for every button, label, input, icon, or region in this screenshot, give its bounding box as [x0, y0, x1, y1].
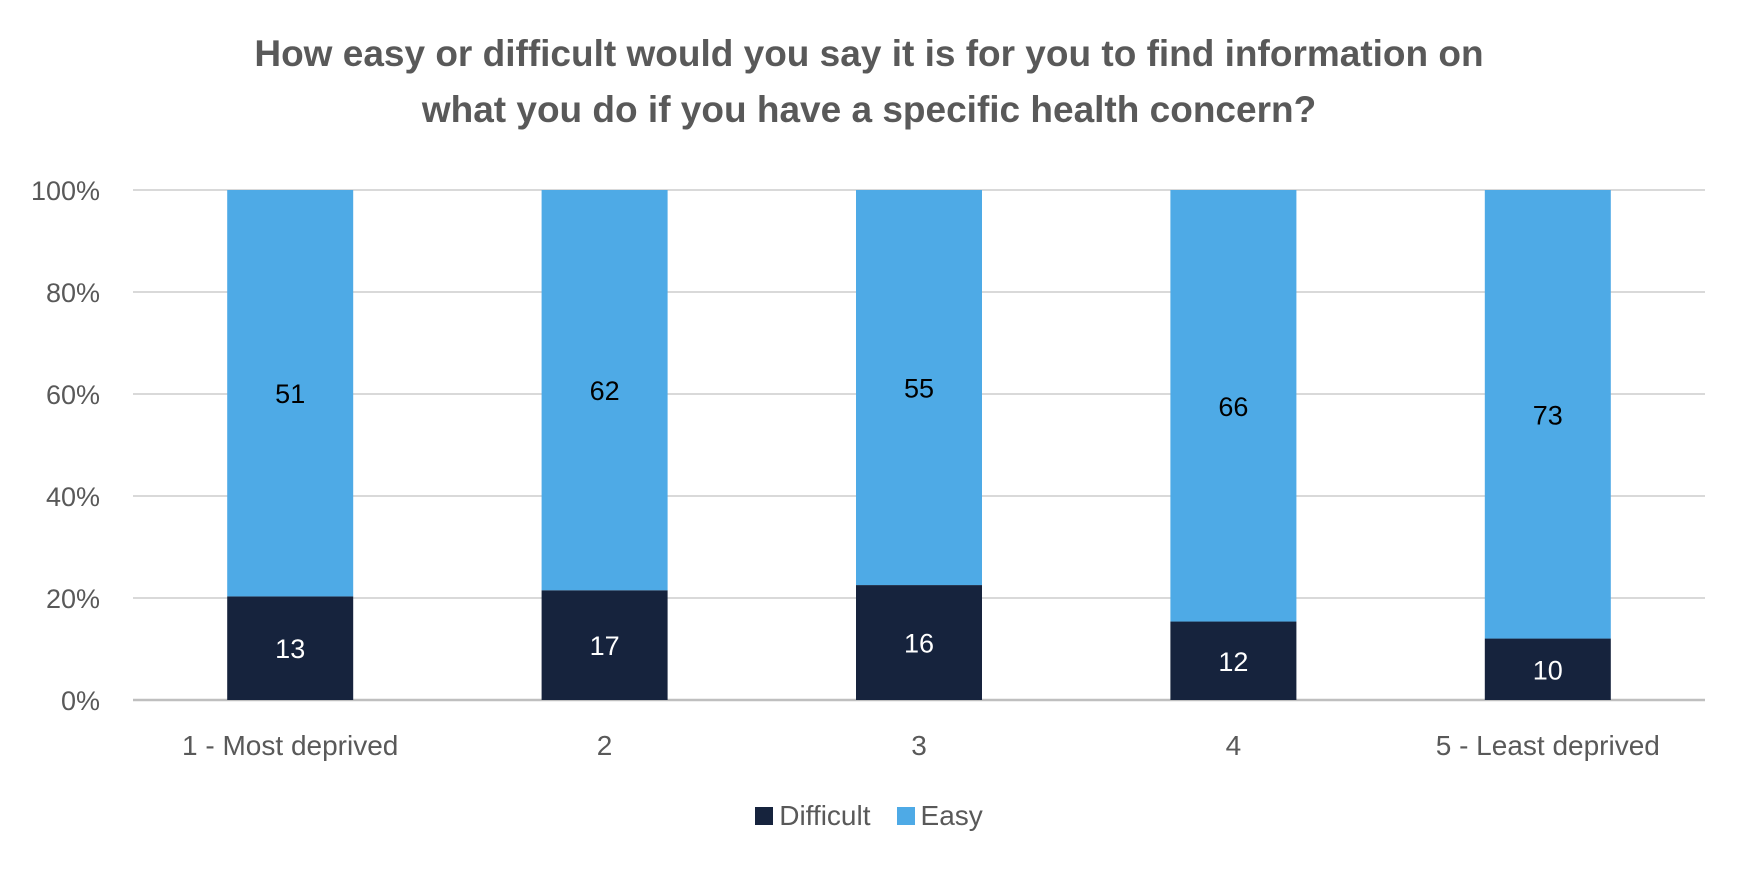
data-label: 55 [904, 374, 934, 404]
data-label: 13 [275, 634, 305, 664]
y-tick-label: 20% [46, 584, 100, 614]
chart-title-line-1: How easy or difficult would you say it i… [254, 33, 1484, 74]
y-tick-label: 100% [31, 176, 100, 206]
y-tick-label: 40% [46, 482, 100, 512]
y-tick-label: 80% [46, 278, 100, 308]
data-label: 12 [1218, 647, 1248, 677]
bar-segment-difficult [856, 585, 982, 700]
bar-segment-difficult [1484, 638, 1611, 700]
bar-segment-difficult [541, 590, 668, 700]
x-category-label: 3 [911, 730, 927, 761]
data-label: 66 [1218, 392, 1248, 422]
x-category-label: 5 - Least deprived [1436, 730, 1660, 761]
data-label: 17 [590, 631, 620, 661]
bar-segment-easy [856, 190, 982, 586]
bar-segment-easy [227, 190, 354, 597]
legend-item-easy: Easy [896, 800, 983, 832]
data-label: 10 [1533, 655, 1563, 685]
x-category-label: 1 - Most deprived [182, 730, 398, 761]
data-label: 51 [275, 379, 305, 409]
chart-title-line-2: what you do if you have a specific healt… [421, 89, 1317, 130]
y-tick-label: 60% [46, 380, 100, 410]
legend-label-difficult: Difficult [779, 800, 871, 831]
axis-labels: 0% 20% 40% 60% 80% 100% 1 - Most deprived 2 3 4 5 … [31, 176, 1660, 761]
legend-label-easy: Easy [920, 800, 983, 831]
legend-item-difficult: Difficult [755, 800, 871, 832]
legend-swatch-easy [896, 807, 915, 825]
y-tick-label: 0% [61, 686, 100, 716]
bar-segment-difficult [1170, 621, 1297, 700]
bar-segment-easy [1170, 190, 1297, 622]
bar-segment-difficult [227, 596, 354, 700]
data-label: 73 [1533, 400, 1563, 430]
legend: Difficult Easy [0, 800, 1738, 832]
data-labels: 13 51 17 62 16 55 12 66 10 73 [275, 374, 1563, 686]
x-category-label: 2 [597, 730, 613, 761]
x-category-label: 4 [1226, 730, 1242, 761]
data-label: 62 [590, 376, 620, 406]
bar-segment-easy [541, 190, 668, 591]
bars [227, 190, 1611, 700]
chart-title: How easy or difficult would you say it i… [0, 26, 1738, 138]
bar-segment-easy [1484, 190, 1611, 639]
legend-swatch-difficult [755, 807, 774, 825]
data-label: 16 [904, 629, 934, 659]
